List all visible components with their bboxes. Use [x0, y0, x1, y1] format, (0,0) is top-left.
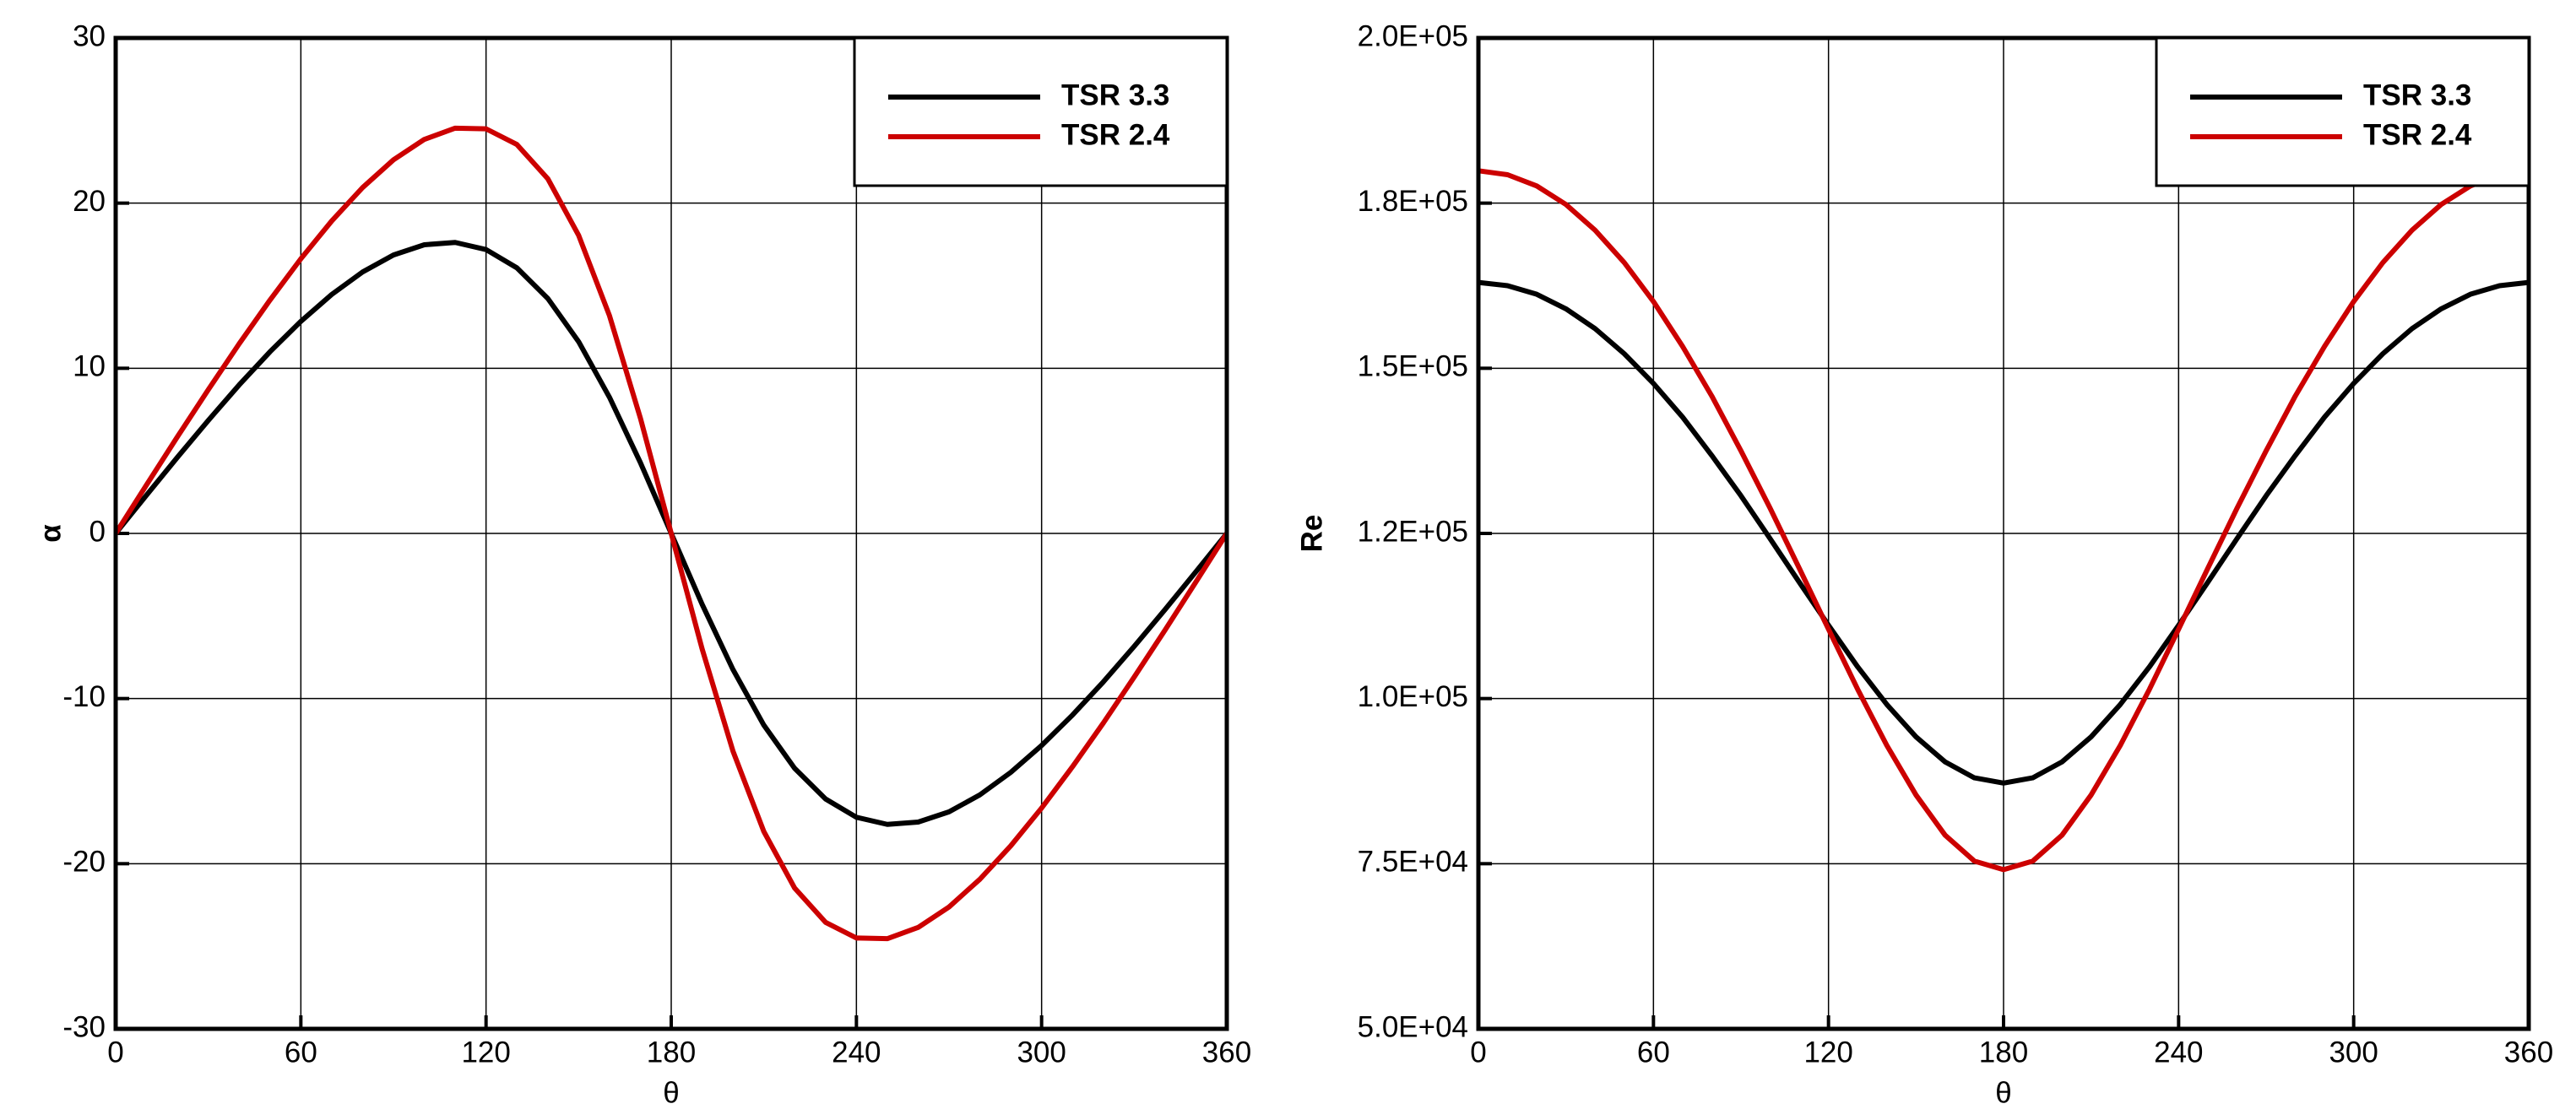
y-tick-label: -30	[62, 1010, 106, 1043]
legend-text: TSR 3.3	[2363, 78, 2471, 111]
legend-text: TSR 2.4	[1061, 118, 1170, 151]
x-axis-label: θ	[1995, 1076, 2011, 1109]
x-tick-label: 0	[107, 1036, 123, 1069]
y-axis-label: α	[34, 524, 67, 543]
y-tick-label: 30	[73, 19, 106, 52]
legend-box	[2155, 36, 2530, 187]
plot-frame	[1476, 35, 2531, 1031]
y-tick-label: -10	[62, 680, 106, 713]
y-tick-label: -20	[62, 846, 106, 879]
legend-text: TSR 3.3	[1061, 78, 1169, 111]
data-line	[113, 125, 1229, 942]
x-tick-label: 0	[1470, 1036, 1486, 1069]
data-line	[1478, 168, 2530, 873]
plot-frame	[113, 35, 1229, 1031]
y-axis-label: Re	[1295, 515, 1328, 553]
data-line	[1478, 279, 2530, 786]
y-tick-label: 1.5E+05	[1358, 350, 1468, 383]
x-tick-label: 180	[647, 1036, 696, 1069]
x-tick-label: 60	[285, 1036, 317, 1069]
y-tick-label: 0	[89, 515, 106, 548]
x-tick-label: 360	[2504, 1036, 2553, 1069]
plot: 0 60 120 180 240 300 360 -30 -20 -10 0 10 20 30 θ α TSR …	[34, 19, 1251, 1109]
y-tick-label: 1.0E+05	[1358, 680, 1468, 713]
x-axis-label: θ	[663, 1076, 679, 1109]
x-tick-label: 240	[832, 1036, 881, 1069]
y-tick-label: 7.5E+04	[1358, 846, 1468, 879]
x-tick-label: 120	[461, 1036, 510, 1069]
plot: 0 60 120 180 240 300 360 5.0E+04 7.5E+04 1.0E+05 1…	[1295, 19, 2553, 1109]
x-tick-label: 300	[2329, 1036, 2378, 1069]
legend-box	[853, 36, 1228, 187]
x-tick-label: 360	[1202, 1036, 1251, 1069]
y-tick-label: 1.2E+05	[1358, 515, 1468, 548]
x-tick-label: 120	[1803, 1036, 1852, 1069]
y-tick-label: 20	[73, 185, 106, 218]
y-tick-label: 10	[73, 350, 106, 383]
x-tick-label: 180	[1979, 1036, 2028, 1069]
y-tick-label: 1.8E+05	[1358, 185, 1468, 218]
x-tick-label: 240	[2154, 1036, 2203, 1069]
y-tick-label: 2.0E+05	[1358, 19, 1468, 52]
legend-text: TSR 2.4	[2363, 118, 2472, 151]
x-tick-label: 60	[1637, 1036, 1670, 1069]
x-tick-label: 300	[1017, 1036, 1066, 1069]
y-tick-label: 5.0E+04	[1358, 1010, 1468, 1043]
